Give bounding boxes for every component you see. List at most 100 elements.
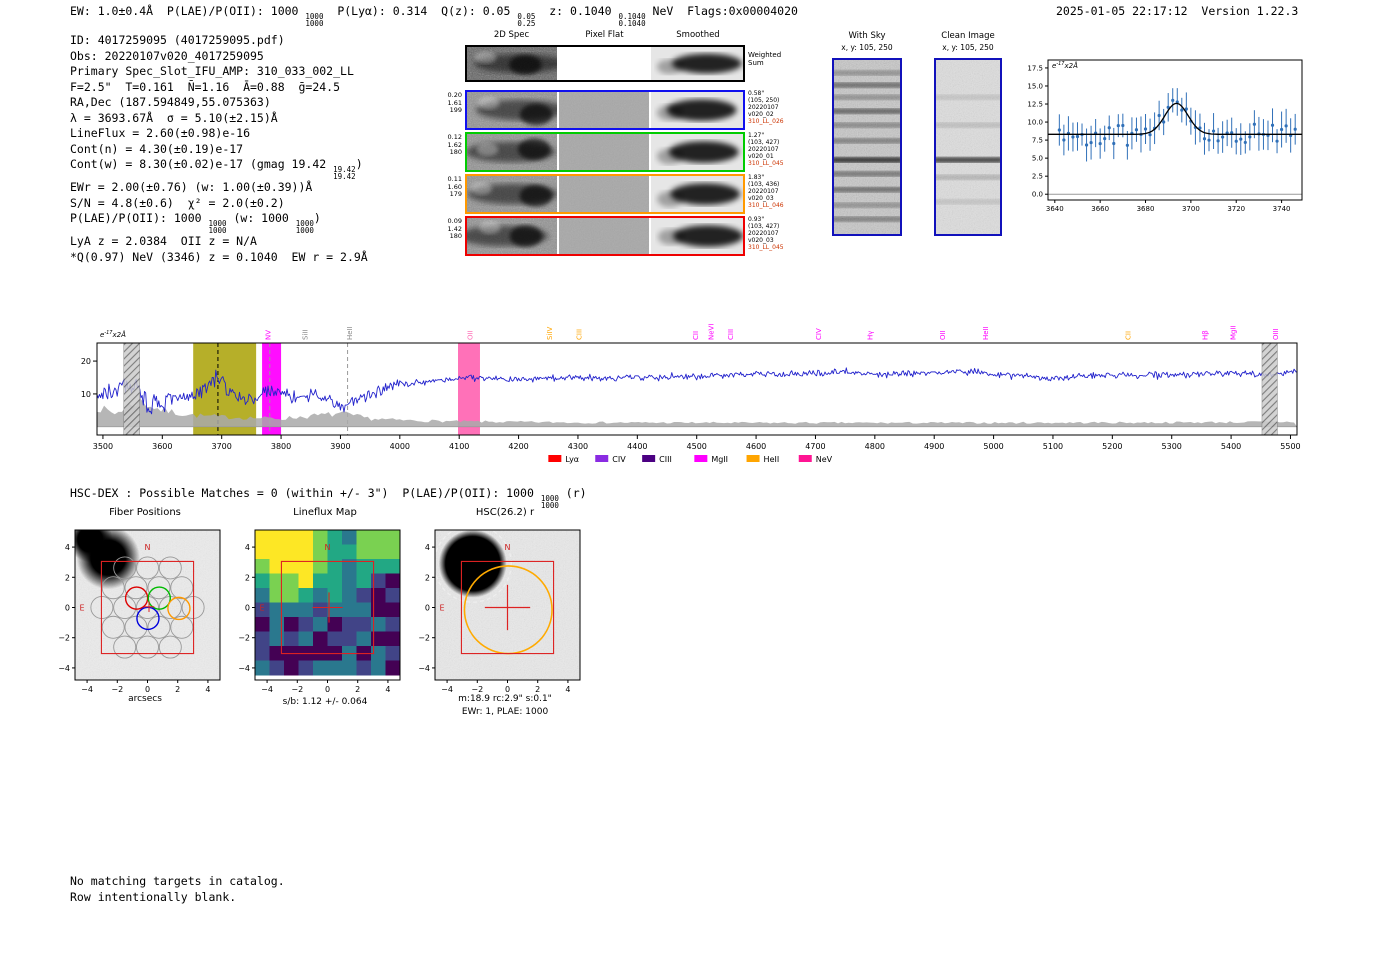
row-cells [467,134,743,170]
axis-ticks: −4 −4 −2 −2 0 0 2 2 4 4 [238,543,390,694]
line-label-text: OII [466,330,474,340]
footer-note-line: Row intentionally blank. [70,889,237,904]
x-tick-label: 3700 [212,442,232,451]
cell-noisy [467,134,557,170]
fiber-circle [158,635,182,659]
heatmap-cell [269,573,285,589]
y-tick-label: 4 [425,543,430,552]
heatmap-cell [356,573,372,589]
with-sky-image-panel [832,58,902,236]
fiber-circle [124,615,148,639]
cell-smooth [651,176,743,212]
x-tick-label: −2 [291,685,303,694]
x-tick-label: 3500 [93,442,113,451]
heatmap-cell [356,588,372,603]
heatmap-cell [269,646,285,661]
cell-flat [559,176,649,212]
heatmap-cell [284,660,299,676]
hsc-cutout-title: HSC(26.2) r [475,507,535,518]
heatmap-cell [385,646,400,661]
y-tick-label: −2 [418,634,430,643]
heatmap-cell [284,559,299,574]
text-segment: RA,Dec (187.594849,55.075363) [70,95,271,109]
fiber-circle [113,635,137,659]
heatmap-cell [327,617,343,632]
heatmap-cell [356,559,372,574]
cell-flat [559,218,649,254]
heatmap-cell [371,588,386,603]
x-tick-label: 3680 [1137,205,1155,213]
cell-flat [559,134,649,170]
x-tick-label: 4900 [924,442,944,451]
x-tick-label: 4 [565,685,570,694]
y-tick-label: −4 [238,664,250,673]
x-tick-label: 4100 [449,442,469,451]
stacked-fraction: 1000 1000 [295,219,314,235]
y-tick-label: 15.0 [1027,82,1043,90]
weighted-sum-row [465,45,745,82]
x-tick-label: −4 [81,685,93,694]
y-tick-label: 20 [81,357,91,366]
gaussian-fit-curve [1048,102,1302,135]
row-cells [467,92,743,128]
heatmap-cell [371,602,386,618]
heatmap-cell [327,602,343,618]
legend-swatch [746,455,760,462]
heatmap-cell [313,559,328,574]
info-line: LineFlux = 2.60(±0.98)e-16 [70,126,368,142]
heatmap-cell [356,617,372,632]
x-tick-label: 0 [145,685,150,694]
x-tick-label: 4 [205,685,210,694]
legend-swatch [548,455,562,462]
x-tick-label: 0 [325,685,330,694]
fiber-annotation: 0.58" (105, 250) 20220107 v020_02 310_LL_026 [748,90,784,125]
info-line: Primary Spec_Slot_IFU_AMP: 310_033_002_L… [70,64,368,80]
fiber-circle [101,615,125,639]
y-tick-label: 0 [425,604,430,613]
info-line: *Q(0.97) NeV (3346) z = 0.1040 EW r = 2.… [70,250,368,266]
emission-line-label: NV [265,330,273,340]
fiber-circle [158,556,182,580]
cell-smooth [651,47,743,80]
info-line: ID: 4017259095 (4017259095.pdf) [70,33,368,49]
cell-noisy [467,218,557,254]
fiber-circle [113,556,137,580]
x-tick-label: 3700 [1182,205,1200,213]
line-label-text: HeII [982,326,990,340]
extraction-box [280,560,375,655]
heatmap-cell [385,573,400,589]
x-tick-label: 3640 [1046,205,1064,213]
y-axis-label: e-17x2Å [100,330,126,339]
info-line: S/N = 4.8(±0.6) χ² = 2.0(±0.2) [70,196,368,212]
heatmap-cell [385,588,400,603]
heatmap-cell [342,631,357,647]
text-segment: NeV Flags:0x00004020 [645,4,798,18]
text-segment: ) [313,211,321,225]
info-line: P(LAE)/P(OII): 1000 1000 1000 (w: 1000 10… [70,211,368,234]
heatmap-cell [342,573,357,589]
emission-line-label: OIII [1272,328,1280,340]
heatmap-cell [313,544,328,560]
text-segment: (w: 1000 [226,211,296,225]
stacked-fraction: 1000 1000 [540,494,559,510]
heatmap-cell [327,544,343,560]
sky-image [936,60,1000,234]
y-tick-label: 2.5 [1032,173,1043,181]
row-cells [467,218,743,254]
x-tick-label: 3600 [152,442,172,451]
y-tick-label: 0 [245,604,250,613]
x-tick-label: −2 [111,685,123,694]
y-tick-label: 17.5 [1027,64,1043,72]
fiber-circle [124,576,148,600]
text-segment: Cont(w) = 8.30(±0.02)e-17 (gmag 19.42 [70,157,334,171]
emission-line-label: SiIV [546,327,554,340]
heatmap-cell [284,602,299,618]
heatmap-cell [371,617,386,632]
axis-ticks: −4 −4 −2 −2 0 0 2 2 4 4 [418,543,570,694]
hsc-dex-match-line: HSC-DEX : Possible Matches = 0 (within +… [70,486,587,509]
y-tick-label: 10.0 [1027,119,1043,127]
info-line: EWr = 2.00(±0.76) (w: 1.00(±0.39))Å [70,180,368,196]
cell-noisy [467,176,557,212]
compass-north: N [505,543,511,552]
